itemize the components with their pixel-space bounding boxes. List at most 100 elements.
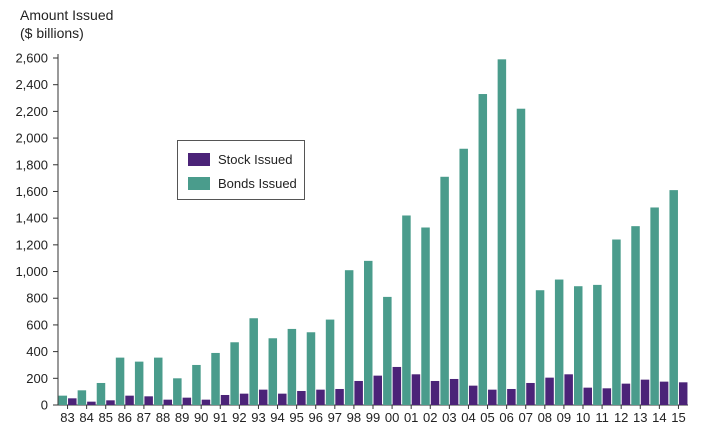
bar-stock — [488, 389, 497, 405]
y-tick-label: 2,200 — [15, 104, 48, 119]
bar-bonds — [325, 319, 335, 405]
x-tick-label: 84 — [79, 410, 93, 425]
x-tick-label: 95 — [289, 410, 303, 425]
y-tick-label: 1,200 — [15, 237, 48, 252]
bar-bonds — [535, 290, 545, 405]
x-tick-label: 99 — [366, 410, 380, 425]
bar-stock — [373, 375, 382, 405]
bar-stock — [125, 395, 134, 405]
x-tick-label: 04 — [461, 410, 475, 425]
bar-stock — [621, 383, 631, 405]
x-tick-label: 91 — [213, 410, 227, 425]
x-tick-label: 12 — [614, 410, 628, 425]
bar-stock — [545, 377, 554, 405]
x-tick-label: 96 — [308, 410, 322, 425]
bar-bonds — [134, 361, 144, 405]
bar-bonds — [421, 227, 430, 405]
x-tick-label: 10 — [576, 410, 590, 425]
x-tick-label: 97 — [328, 410, 342, 425]
legend-item-bonds: Bonds Issued — [188, 175, 297, 191]
x-tick-label: 00 — [385, 410, 399, 425]
bar-bonds — [115, 357, 125, 405]
bar-bonds — [631, 226, 640, 405]
bar-bonds — [554, 279, 564, 405]
legend: Stock Issued Bonds Issued — [177, 140, 305, 200]
x-tick-label: 90 — [194, 410, 208, 425]
x-tick-label: 94 — [270, 410, 284, 425]
y-tick-label: 200 — [26, 371, 48, 386]
bar-stock — [507, 388, 516, 405]
legend-item-stock: Stock Issued — [188, 151, 292, 167]
bar-stock — [220, 394, 230, 405]
x-tick-label: 14 — [652, 410, 666, 425]
bar-stock — [106, 400, 115, 405]
bar-stock — [278, 393, 287, 405]
bar-bonds — [650, 207, 659, 405]
bar-bonds — [173, 378, 182, 405]
bar-bonds — [459, 148, 468, 405]
legend-swatch-stock — [188, 152, 210, 166]
bar-bonds — [306, 332, 316, 405]
bar-stock — [602, 388, 612, 405]
x-tick-label: 15 — [671, 410, 685, 425]
bar-bonds — [440, 176, 449, 405]
bar-bonds — [77, 390, 87, 405]
bar-stock — [258, 389, 268, 405]
bar-bonds — [154, 357, 163, 405]
x-tick-label: 01 — [404, 410, 418, 425]
x-tick-label: 86 — [118, 410, 132, 425]
bar-stock — [297, 390, 306, 405]
y-tick-label: 2,400 — [15, 77, 48, 92]
bar-stock — [411, 374, 421, 405]
x-tick-label: 13 — [633, 410, 647, 425]
bar-bonds — [574, 286, 583, 405]
y-tick-label: 2,000 — [15, 131, 48, 146]
x-tick-label: 87 — [137, 410, 151, 425]
y-tick-label: 1,000 — [15, 264, 48, 279]
y-axis-label: Amount Issued — [20, 7, 114, 23]
x-tick-label: 88 — [156, 410, 170, 425]
y-tick-label: 0 — [41, 398, 48, 413]
bar-stock — [468, 385, 478, 405]
bar-bonds — [249, 318, 258, 405]
bar-stock — [144, 396, 153, 405]
x-tick-label: 85 — [98, 410, 112, 425]
bar-bonds — [383, 296, 392, 405]
bar-bonds — [58, 395, 68, 405]
y-tick-label: 600 — [26, 317, 48, 332]
y-tick-label: 1,800 — [15, 157, 48, 172]
x-tick-label: 07 — [518, 410, 532, 425]
x-tick-label: 06 — [499, 410, 513, 425]
bar-stock — [659, 381, 669, 405]
bar-bonds — [516, 108, 526, 405]
x-tick-label: 92 — [232, 410, 246, 425]
bar-bonds — [364, 260, 373, 405]
bar-stock — [335, 388, 344, 405]
bar-bonds — [96, 382, 106, 405]
bar-stock — [354, 380, 363, 405]
bar-stock — [430, 380, 440, 405]
bar-stock — [182, 397, 192, 405]
y-tick-label: 400 — [26, 344, 48, 359]
legend-label-stock: Stock Issued — [218, 151, 293, 167]
bar-bonds — [669, 190, 678, 405]
bar-stock — [201, 399, 211, 405]
bar-bonds — [612, 239, 621, 405]
bar-stock — [564, 374, 573, 405]
x-tick-label: 09 — [557, 410, 571, 425]
bar-bonds — [402, 215, 411, 405]
x-tick-label: 03 — [442, 410, 456, 425]
bar-bonds — [344, 270, 354, 405]
bar-bonds — [593, 284, 602, 405]
bar-bonds — [478, 94, 488, 406]
y-tick-label: 1,400 — [15, 211, 48, 226]
bar-stock — [526, 382, 535, 405]
x-tick-label: 02 — [423, 410, 437, 425]
bar-stock — [239, 393, 249, 405]
bar-stock — [316, 389, 325, 405]
bar-bonds — [497, 59, 507, 405]
y-tick-label: 800 — [26, 291, 48, 306]
bar-bonds — [268, 338, 278, 405]
bar-stock — [392, 366, 402, 405]
